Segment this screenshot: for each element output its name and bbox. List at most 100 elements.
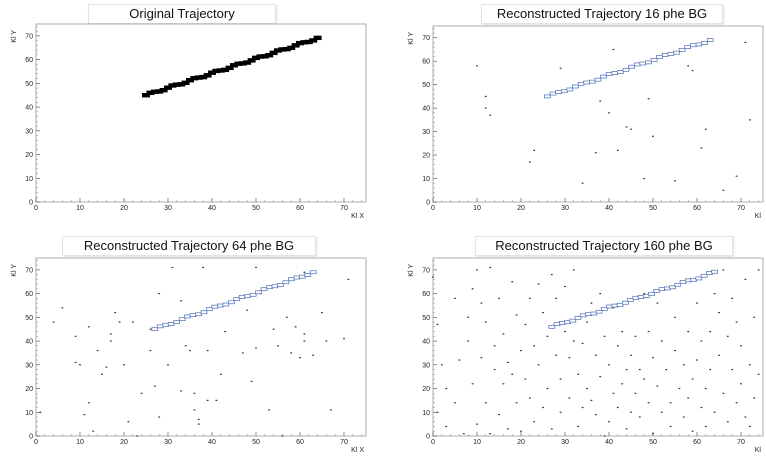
- y-tick-label: 60: [422, 291, 430, 298]
- background-point: [740, 383, 742, 385]
- background-point: [255, 347, 257, 349]
- trajectory-point: [695, 42, 703, 47]
- trajectory-point: [221, 67, 230, 73]
- background-point: [542, 311, 544, 314]
- trajectory-point: [211, 304, 219, 309]
- background-point: [511, 281, 514, 283]
- background-point: [498, 414, 500, 416]
- y-tick-label: 70: [422, 35, 430, 42]
- background-point: [445, 387, 448, 390]
- trajectory-point: [244, 294, 252, 298]
- background-point: [599, 376, 602, 378]
- trajectory-point: [291, 43, 300, 48]
- trajectory-point: [701, 41, 708, 45]
- background-point: [581, 406, 584, 409]
- background-point: [484, 95, 487, 97]
- background-point: [625, 368, 628, 371]
- background-point: [303, 333, 306, 335]
- trajectory-point: [181, 80, 190, 85]
- trajectory-point: [256, 54, 265, 59]
- background-point: [568, 397, 571, 399]
- background-point: [555, 354, 558, 356]
- background-point: [180, 390, 183, 392]
- background-point: [744, 278, 747, 280]
- background-point: [599, 100, 602, 102]
- panel-original: Original Trajectory 0 10 20 30 40 50 60 70 0 10 20…: [0, 0, 383, 228]
- background-point: [665, 368, 668, 371]
- trajectory-point: [282, 46, 291, 52]
- background-point: [625, 428, 628, 430]
- x-tick-label: 10: [473, 205, 481, 212]
- trajectory-point: [274, 48, 282, 53]
- background-point: [290, 352, 293, 354]
- x-tick-label: 40: [605, 205, 613, 212]
- background-point: [493, 345, 496, 347]
- trajectory-point: [293, 275, 301, 280]
- background-point: [656, 385, 659, 387]
- trajectory-point: [155, 89, 164, 94]
- background-point: [735, 175, 738, 177]
- y-tick-label: 40: [25, 339, 33, 346]
- panel-160-phe: Reconstructed Trajectory 160 phe BG 0 10 2…: [383, 228, 766, 456]
- background-point: [590, 399, 593, 401]
- background-point: [329, 409, 332, 411]
- y-tick-label: 0: [29, 200, 33, 207]
- background-point: [285, 316, 288, 318]
- background-point: [612, 48, 615, 51]
- trajectory-point: [249, 292, 257, 297]
- x-tick-label: 70: [340, 439, 348, 446]
- trajectory-point: [199, 74, 208, 80]
- background-point: [704, 128, 707, 130]
- trajectory-point: [238, 61, 247, 66]
- background-point: [546, 335, 549, 337]
- x-axis-label: Kl: [755, 213, 762, 220]
- chart-title: Reconstructed Trajectory 160 phe BG: [475, 236, 733, 256]
- x-tick-label: 0: [34, 205, 38, 212]
- x-axis-label: Kl X: [351, 447, 364, 454]
- background-point: [669, 425, 672, 428]
- x-axis-label: Kl: [755, 447, 762, 454]
- x-tick-label: 20: [120, 439, 128, 446]
- background-point: [753, 397, 756, 399]
- background-point: [520, 430, 522, 432]
- background-point: [625, 126, 628, 128]
- background-point: [158, 416, 161, 418]
- y-tick-label: 0: [29, 434, 33, 441]
- x-tick-label: 70: [737, 439, 745, 446]
- trajectory-point: [203, 73, 212, 78]
- trajectory-point: [230, 63, 238, 68]
- y-axis-label: Kl Y: [11, 30, 18, 43]
- background-point: [612, 392, 615, 394]
- background-point: [709, 330, 712, 333]
- trajectory-point: [164, 85, 172, 90]
- background-point: [193, 409, 196, 411]
- background-point: [748, 425, 751, 428]
- trajectory-point: [548, 324, 556, 329]
- trajectory-point: [555, 90, 562, 94]
- background-point: [502, 333, 505, 335]
- background-point: [559, 378, 562, 380]
- trajectory-point: [238, 295, 246, 299]
- trajectory-point: [269, 50, 278, 56]
- background-point: [206, 349, 209, 352]
- background-point: [643, 177, 646, 180]
- background-point: [572, 269, 575, 271]
- background-point: [92, 430, 95, 432]
- background-point: [180, 300, 183, 302]
- trajectory-point: [265, 53, 274, 58]
- background-point: [757, 269, 760, 271]
- background-point: [612, 307, 615, 309]
- background-point: [647, 330, 650, 333]
- x-tick-label: 10: [76, 205, 84, 212]
- trajectory-point: [639, 61, 647, 66]
- background-point: [674, 180, 676, 182]
- background-point: [299, 357, 301, 359]
- trajectory-point: [673, 50, 680, 55]
- background-point: [109, 340, 112, 342]
- background-point: [215, 399, 218, 401]
- trajectory-point: [287, 45, 296, 51]
- y-tick-label: 50: [422, 82, 430, 89]
- trajectory-point: [588, 79, 596, 84]
- x-tick-label: 0: [431, 439, 435, 446]
- background-point: [96, 349, 99, 352]
